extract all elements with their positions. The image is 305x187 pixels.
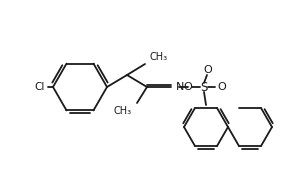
Text: Cl: Cl — [35, 82, 45, 92]
Text: O: O — [204, 65, 212, 75]
Text: CH₃: CH₃ — [150, 52, 168, 62]
Text: O: O — [184, 82, 192, 92]
Text: S: S — [200, 80, 208, 94]
Text: N: N — [176, 82, 185, 92]
Text: O: O — [218, 82, 226, 92]
Text: CH₃: CH₃ — [114, 106, 132, 116]
